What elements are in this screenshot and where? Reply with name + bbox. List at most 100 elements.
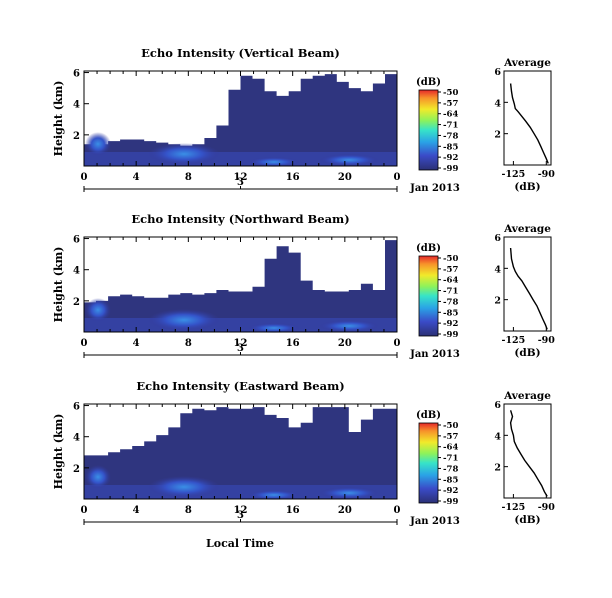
echo-blob (319, 320, 379, 332)
y-tick-label: 2 (73, 297, 80, 308)
average-profile-line (509, 83, 549, 164)
x-tick-label: 0 (394, 172, 401, 183)
colorbar-tick-label: -78 (443, 131, 458, 141)
date-tick-label: 3 (237, 510, 244, 521)
colorbar-tick-label: -50 (443, 421, 458, 431)
heatmap-panel-3: Echo Intensity (Eastward Beam) 6 4 2 Height … (52, 379, 460, 527)
plot-frame (503, 236, 552, 332)
panel-title: Echo Intensity (Northward Beam) (131, 212, 349, 226)
colorbar-tick-label: -71 (443, 121, 458, 131)
colorbar-tick-label: -78 (443, 464, 458, 474)
y-tick-label: 4 (494, 264, 501, 275)
colorbar-tick-label: -92 (443, 486, 458, 496)
y-tick-label: 2 (73, 131, 80, 142)
panel-title: Echo Intensity (Eastward Beam) (136, 379, 344, 393)
date-tick-label: 3 (237, 177, 244, 188)
date-label: Jan 2013 (409, 349, 460, 360)
echo-blob (85, 298, 111, 322)
colorbar-tick-label: -50 (443, 254, 458, 264)
y-tick-label: 4 (494, 98, 501, 109)
colorbar-tick-label: -92 (443, 153, 458, 163)
x-tick-label: 0 (81, 172, 88, 183)
x-tick-label: 16 (286, 505, 300, 516)
echo-blob (248, 490, 300, 500)
x-tick-label: 0 (394, 338, 401, 349)
x-tick-label: 16 (286, 172, 300, 183)
echo-blob (85, 132, 111, 156)
heatmap-panel-1: Echo Intensity (Vertical Beam) 6 4 2 Height … (52, 46, 460, 194)
y-tick-label: 6 (494, 233, 501, 244)
colorbar-tick-label: -92 (443, 319, 458, 329)
colorbar-tick-label: -57 (443, 99, 458, 109)
colorbar-tick-label: -78 (443, 297, 458, 307)
x-tick-label: 20 (338, 172, 352, 183)
footer-xlabel: Local Time (206, 537, 274, 550)
echo-blob (148, 309, 220, 331)
average-profile-line (509, 410, 548, 497)
panel-title: Average (503, 223, 551, 235)
x-tick-label: 12 (234, 505, 248, 516)
colorbar (418, 422, 439, 504)
y-axis-label: Height (km) (52, 247, 65, 323)
echo-blob (319, 154, 379, 166)
y-tick-label: 6 (494, 400, 501, 411)
colorbar-tick-label: -64 (443, 110, 458, 120)
x-tick-label: 20 (338, 338, 352, 349)
date-label: Jan 2013 (409, 516, 460, 527)
date-tick-label: 3 (237, 343, 244, 354)
x-tick-label: -90 (538, 169, 556, 180)
x-tick-label: -125 (502, 169, 526, 180)
colorbar-tick-label: -71 (443, 287, 458, 297)
echo-blob (148, 143, 220, 165)
colorbar-tick-label: -50 (443, 88, 458, 98)
colorbar-tick-label: -57 (443, 265, 458, 275)
y-axis-label: Height (km) (52, 81, 65, 157)
colorbar-unit: (dB) (416, 410, 441, 421)
echo-blob (248, 157, 300, 167)
y-tick-label: 4 (73, 100, 80, 111)
x-tick-label: 4 (133, 338, 140, 349)
colorbar (418, 255, 439, 337)
plot-frame (503, 70, 552, 166)
colorbar-tick-label: -71 (443, 454, 458, 464)
y-tick-label: 4 (73, 433, 80, 444)
colorbar-tick-label: -85 (443, 142, 458, 152)
x-tick-label: 4 (133, 172, 140, 183)
plot-frame (503, 403, 552, 499)
y-tick-label: 6 (73, 69, 80, 80)
echo-region (84, 74, 397, 166)
echo-blob (148, 476, 220, 498)
echo-region (84, 407, 397, 499)
panel-title: Average (503, 57, 551, 69)
date-label: Jan 2013 (409, 183, 460, 194)
echo-blob (85, 465, 111, 489)
heatmap-panel-2: Echo Intensity (Northward Beam) 6 4 2 Height… (52, 212, 460, 360)
y-tick-label: 2 (73, 464, 80, 475)
echo-region (84, 240, 397, 332)
y-tick-label: 2 (494, 296, 501, 307)
x-axis-label: (dB) (514, 514, 540, 526)
colorbar (418, 89, 439, 171)
echo-blob (319, 487, 379, 499)
colorbar-tick-label: -57 (443, 432, 458, 442)
x-tick-label: 20 (338, 505, 352, 516)
colorbar-tick-label: -99 (443, 164, 458, 174)
x-tick-label: -90 (538, 502, 556, 513)
y-tick-label: 2 (494, 463, 501, 474)
y-tick-label: 4 (73, 266, 80, 277)
y-tick-label: 2 (494, 130, 501, 141)
y-tick-label: 6 (73, 402, 80, 413)
x-tick-label: 16 (286, 338, 300, 349)
x-tick-label: 8 (185, 338, 192, 349)
colorbar-unit: (dB) (416, 243, 441, 254)
x-tick-label: 0 (81, 505, 88, 516)
x-tick-label: 0 (394, 505, 401, 516)
panel-title: Echo Intensity (Vertical Beam) (141, 46, 340, 60)
x-axis-label: (dB) (514, 181, 540, 193)
panel-title: Average (503, 390, 551, 402)
colorbar-unit: (dB) (416, 77, 441, 88)
y-tick-label: 6 (73, 235, 80, 246)
x-tick-label: -90 (538, 335, 556, 346)
